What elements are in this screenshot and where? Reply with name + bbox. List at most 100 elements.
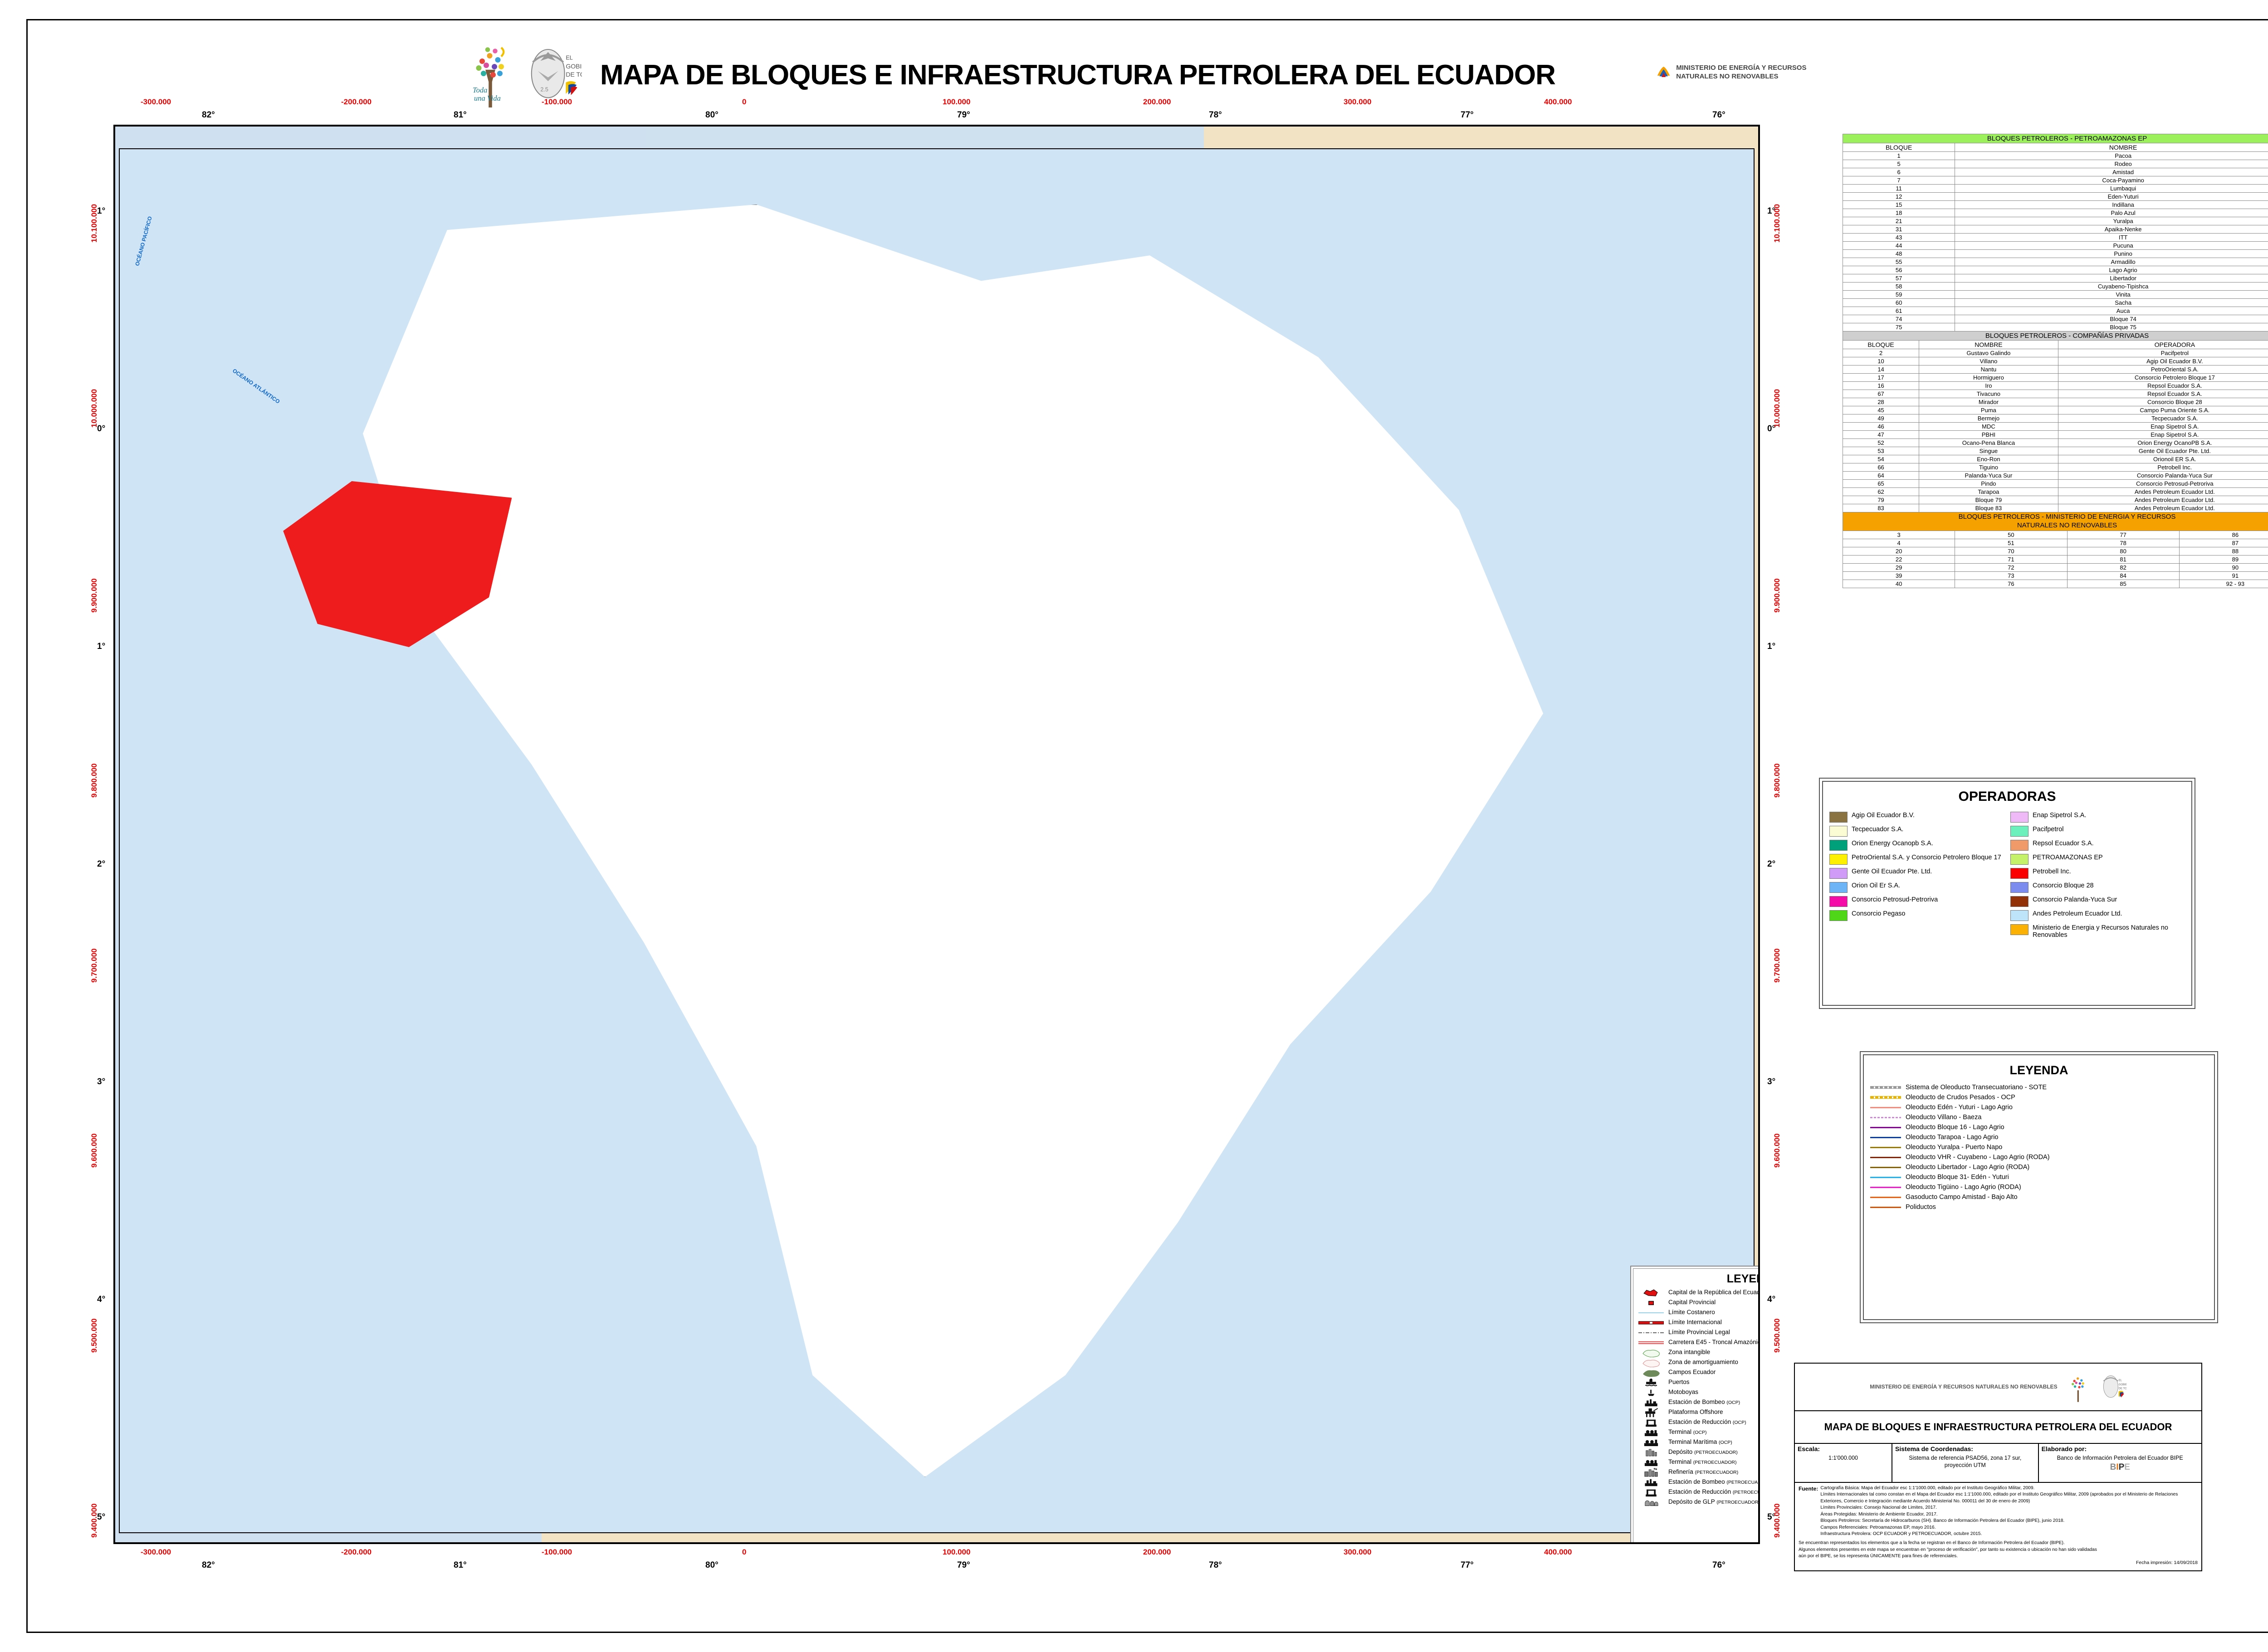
symbol-legend-item[interactable]: Estación de Reducción (OCP) bbox=[1638, 1418, 1758, 1427]
symbol-legend-item[interactable]: Puertos bbox=[1638, 1378, 1758, 1387]
symbol-legend-item[interactable]: Refinería (PETROECUADOR) bbox=[1638, 1468, 1758, 1477]
symbol-legend-item[interactable]: Estación de Bombeo (PETROECUADOR) bbox=[1638, 1478, 1758, 1486]
operator-legend-item[interactable]: Pacifpetrol bbox=[2010, 826, 2185, 837]
table-cell: 18 bbox=[1842, 209, 1955, 217]
symbol-legend-item[interactable]: Estación de Reducción (PETROECUADOR) bbox=[1638, 1488, 1758, 1496]
table-row: 48 Punino bbox=[1842, 249, 2268, 258]
pipeline-line-swatch bbox=[1870, 1156, 1901, 1158]
table-row: 20 70 80 88 bbox=[1842, 546, 2268, 556]
table-cell: 16 bbox=[1842, 381, 1920, 390]
symbol-legend-item[interactable]: Estación de Bombeo (OCP) bbox=[1638, 1398, 1758, 1407]
operator-legend-item[interactable]: Andes Petroleum Ecuador Ltd. bbox=[2010, 910, 2185, 921]
table-cell: Petrobell Inc. bbox=[2058, 463, 2268, 472]
symbol-legend-item[interactable]: Depósito de GLP (PETROECUADOR) bbox=[1638, 1498, 1758, 1506]
operator-legend-item[interactable]: Consorcio Petrosud-Petroriva bbox=[1829, 896, 2004, 907]
operator-label: PetroOriental S.A. y Consorcio Petrolero… bbox=[1852, 854, 2001, 861]
symbol-legend-item[interactable]: Zona intangible bbox=[1638, 1348, 1758, 1357]
pipeline-legend-item[interactable]: Gasoducto Campo Amistad - Bajo Alto bbox=[1870, 1194, 2208, 1201]
symbol-legend-item[interactable]: Límite Internacional bbox=[1638, 1318, 1758, 1327]
table-row: 39 73 84 91 bbox=[1842, 571, 2268, 580]
symbol-legend-item[interactable]: Terminal (OCP) bbox=[1638, 1428, 1758, 1437]
symbol-legend-item[interactable]: Terminal (PETROECUADOR) bbox=[1638, 1458, 1758, 1467]
table-row: 74 Bloque 74 bbox=[1842, 315, 2268, 323]
symbol-legend-item[interactable]: Límite Provincial Legal bbox=[1638, 1328, 1758, 1337]
pipeline-legend-item[interactable]: Oleoducto Bloque 16 - Lago Agrio bbox=[1870, 1124, 2208, 1131]
operator-legend-item[interactable]: PETROAMAZONAS EP bbox=[2010, 854, 2185, 865]
symbol-legend-item[interactable]: Capital Provincial bbox=[1638, 1298, 1758, 1307]
operator-color-swatch bbox=[1829, 910, 1848, 921]
pipeline-legend-item[interactable]: Sistema de Oleoducto Transecuatoriano - … bbox=[1870, 1084, 2208, 1091]
operator-legend-item[interactable]: Consorcio Bloque 28 bbox=[2010, 882, 2185, 893]
table-row: 5 Rodeo bbox=[1842, 160, 2268, 168]
privadas-blocks-table: BLOQUES PETROLEROS - COMPAÑÍAS PRIVADAS … bbox=[1842, 331, 2268, 512]
table-row: 15 Indillana bbox=[1842, 200, 2268, 209]
pipeline-legend-item[interactable]: Oleoducto Tigüino - Lago Agrio (RODA) bbox=[1870, 1184, 2208, 1191]
table-cell: 61 bbox=[1842, 307, 1955, 315]
pipeline-legend-item[interactable]: Oleoducto Bloque 31- Edén - Yuturi bbox=[1870, 1174, 2208, 1181]
pipeline-legend-item[interactable]: Oleoducto Edén - Yuturi - Lago Agrio bbox=[1870, 1104, 2208, 1111]
table-cell: Consorcio Palanda-Yuca Sur bbox=[2058, 471, 2268, 480]
operator-legend-item[interactable]: Consorcio Palanda-Yuca Sur bbox=[2010, 896, 2185, 907]
axis-x-utm-label: 200.000 bbox=[1143, 1548, 1171, 1556]
pipeline-legend-item[interactable]: Oleoducto Yuralpa - Puerto Napo bbox=[1870, 1144, 2208, 1151]
operator-legend-item[interactable]: Petrobell Inc. bbox=[2010, 868, 2185, 879]
pipeline-legend-item[interactable]: Oleoducto Villano - Baeza bbox=[1870, 1114, 2208, 1121]
table-cell: 53 bbox=[1842, 447, 1920, 455]
operator-legend-item[interactable]: Repsol Ecuador S.A. bbox=[2010, 840, 2185, 851]
symbol-legend-item[interactable]: Plataforma Offshore bbox=[1638, 1408, 1758, 1417]
table-cell: Apaika-Nenke bbox=[1955, 225, 2268, 234]
offshore-platform-icon bbox=[1638, 1408, 1664, 1417]
operator-legend-item[interactable]: Agip Oil Ecuador B.V. bbox=[1829, 812, 2004, 823]
table-cell: 14 bbox=[1842, 365, 1920, 374]
table-cell: Consorcio Petrosud-Petroriva bbox=[2058, 479, 2268, 488]
svg-text:una Vida: una Vida bbox=[474, 94, 501, 102]
operator-legend-item[interactable]: Consorcio Pegaso bbox=[1829, 910, 2004, 921]
table-cell: Rodeo bbox=[1955, 160, 2268, 168]
operators-legend-panel[interactable]: OPERADORAS Agip Oil Ecuador B.V. Tecpecua… bbox=[1819, 778, 2195, 1009]
table-cell: 74 bbox=[1842, 315, 1955, 323]
operator-legend-item[interactable]: Enap Sipetrol S.A. bbox=[2010, 812, 2185, 823]
operator-legend-item[interactable]: PetroOriental S.A. y Consorcio Petrolero… bbox=[1829, 854, 2004, 865]
operator-legend-item[interactable]: Ministerio de Energia y Recursos Natural… bbox=[2010, 924, 2185, 939]
symbol-legend-item[interactable]: Capital de la República del Ecuador bbox=[1638, 1288, 1758, 1297]
table-cell: 31 bbox=[1842, 225, 1955, 234]
symbol-legend-item[interactable]: Terminal Marítima (OCP) bbox=[1638, 1438, 1758, 1447]
table-cell: 47 bbox=[1842, 430, 1920, 439]
operator-legend-item[interactable]: Orion Energy Ocanopb S.A. bbox=[1829, 840, 2004, 851]
axis-y-utm-label: 9.400.000 bbox=[90, 1503, 98, 1538]
symbol-legend-item[interactable]: Campos Ecuador bbox=[1638, 1368, 1758, 1377]
table-cell: 76 bbox=[1955, 579, 2068, 588]
south-america-locator-inset[interactable]: Mapa de Ubicación del Ecuador Continenta… bbox=[115, 127, 1755, 1533]
symbol-legend-item[interactable]: Depósito (PETROECUADOR) bbox=[1638, 1448, 1758, 1457]
symbol-legend-item[interactable]: Carretera E45 - Troncal Amazónica bbox=[1638, 1338, 1758, 1347]
pipeline-legend-item[interactable]: Poliductos bbox=[1870, 1204, 2208, 1211]
operator-legend-item[interactable]: Tecpecuador S.A. bbox=[1829, 826, 2004, 837]
pipeline-legend-item[interactable]: Oleoducto Tarapoa - Lago Agrio bbox=[1870, 1134, 2208, 1141]
pipeline-legend-panel[interactable]: LEYENDA Sistema de Oleoducto Transecuato… bbox=[1860, 1051, 2218, 1323]
operator-legend-item[interactable]: Orion Oil Er S.A. bbox=[1829, 882, 2004, 893]
block-tables-panel: BLOQUES PETROLEROS - PETROAMAZONAS EP BL… bbox=[1842, 134, 2268, 588]
pipeline-legend-label: Oleoducto Bloque 31- Edén - Yuturi bbox=[1906, 1174, 2009, 1181]
operator-legend-item[interactable]: Gente Oil Ecuador Pte. Ltd. bbox=[1829, 868, 2004, 879]
pipeline-legend-item[interactable]: Oleoducto Libertador - Lago Agrio (RODA) bbox=[1870, 1164, 2208, 1171]
table-cell: Vinita bbox=[1955, 290, 2268, 299]
axis-y-degree-label: 2° bbox=[1767, 859, 1776, 869]
table-row: 3 50 77 86 bbox=[1842, 530, 2268, 539]
info-source-list: Cartografía Básica: Mapa del Ecuador esc… bbox=[1820, 1485, 2198, 1538]
axis-y-utm-label: 9.400.000 bbox=[1773, 1503, 1781, 1538]
table-header-row: BLOQUE NOMBRE bbox=[1842, 143, 2268, 152]
axis-y-degree-label: 4° bbox=[1767, 1295, 1776, 1304]
pipeline-line-swatch bbox=[1870, 1146, 1901, 1148]
pipeline-line-swatch bbox=[1870, 1126, 1901, 1128]
symbol-legend-panel[interactable]: LEYENDA Capital de la República del Ecua… bbox=[1630, 1266, 1758, 1542]
pipeline-legend-label: Oleoducto Yuralpa - Puerto Napo bbox=[1906, 1144, 2003, 1151]
table-cell: 77 bbox=[2067, 530, 2180, 539]
symbol-legend-item[interactable]: Zona de amortiguamiento bbox=[1638, 1358, 1758, 1367]
main-map-canvas[interactable]: OCÉANO PACÍFICO C O L O M B I AP E R Ú 1… bbox=[113, 125, 1760, 1544]
table-cell: Tiguino bbox=[1919, 463, 2058, 472]
symbol-legend-item[interactable]: Límite Costanero bbox=[1638, 1308, 1758, 1317]
prov-line bbox=[1638, 1328, 1664, 1337]
pipeline-legend-item[interactable]: Oleoducto de Crudos Pesados - OCP bbox=[1870, 1094, 2208, 1101]
symbol-legend-item[interactable]: Motoboyas bbox=[1638, 1388, 1758, 1397]
pipeline-legend-item[interactable]: Oleoducto VHR - Cuyabeno - Lago Agrio (R… bbox=[1870, 1154, 2208, 1161]
